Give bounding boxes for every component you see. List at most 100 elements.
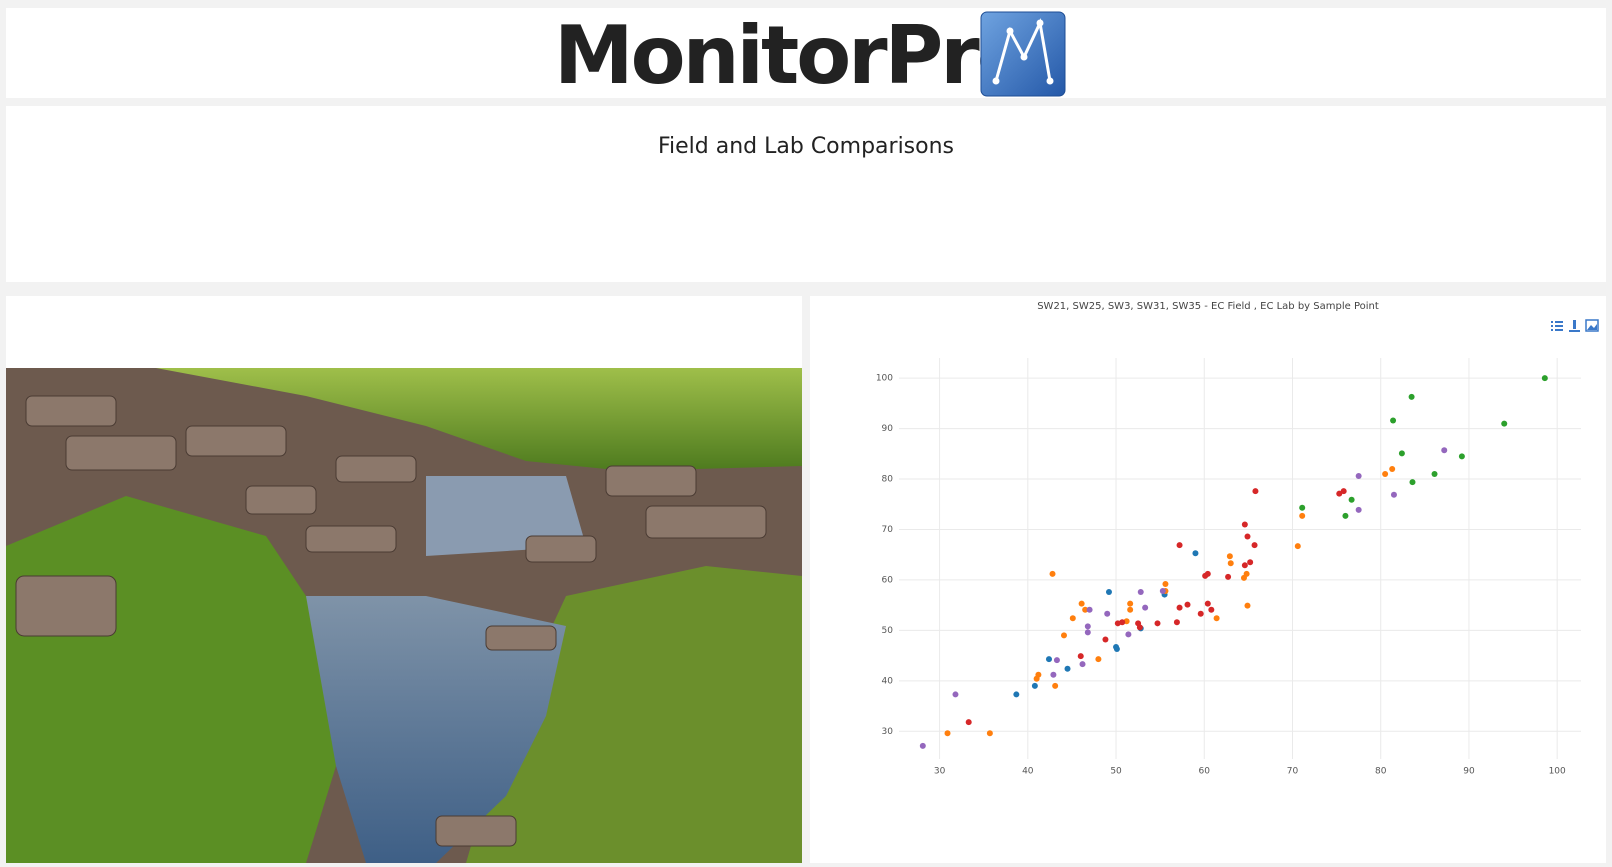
- point: [1031, 682, 1038, 689]
- point: [1389, 465, 1396, 472]
- point: [1398, 450, 1405, 457]
- point: [1225, 573, 1232, 580]
- point: [1227, 560, 1234, 567]
- point: [1340, 488, 1347, 495]
- point: [1241, 562, 1248, 569]
- point: [1408, 393, 1415, 400]
- point: [1045, 656, 1052, 663]
- point: [1060, 632, 1067, 639]
- point: [1069, 615, 1076, 622]
- export-button[interactable]: [1569, 320, 1580, 332]
- point: [1127, 606, 1134, 613]
- y-tick-label: 60: [882, 575, 894, 585]
- point: [1244, 533, 1251, 540]
- chart-panel: SW21, SW25, SW3, SW31, SW35 - EC Field ,…: [810, 296, 1606, 863]
- legend-toggle[interactable]: [1551, 321, 1563, 331]
- chart: SW21, SW25, SW3, SW31, SW35 - EC Field ,…: [876, 301, 1599, 777]
- point: [1084, 623, 1091, 630]
- point: [1226, 553, 1233, 560]
- point: [1192, 550, 1199, 557]
- point: [1184, 601, 1191, 608]
- point: [1355, 473, 1362, 480]
- point: [1348, 496, 1355, 503]
- x-tick-label: 30: [934, 767, 946, 777]
- point: [1078, 600, 1085, 607]
- point: [1213, 615, 1220, 622]
- point: [1501, 420, 1508, 427]
- point: [1173, 619, 1180, 626]
- point: [1252, 488, 1259, 495]
- x-tick-label: 50: [1110, 767, 1122, 777]
- point: [944, 730, 951, 737]
- point: [1197, 610, 1204, 617]
- point: [1033, 675, 1040, 682]
- point: [1409, 479, 1416, 486]
- point: [1251, 542, 1258, 549]
- x-tick-label: 90: [1463, 767, 1475, 777]
- point: [1299, 504, 1306, 511]
- point: [1382, 471, 1389, 478]
- logo-text: MonitorPro: [554, 9, 1032, 102]
- point: [1079, 661, 1086, 668]
- y-tick-label: 40: [882, 676, 894, 686]
- point: [1095, 656, 1102, 663]
- point: [1113, 644, 1120, 651]
- point: [1441, 447, 1448, 454]
- point: [1244, 602, 1251, 609]
- y-tick-label: 90: [882, 424, 894, 434]
- point: [965, 719, 972, 726]
- y-tick-label: 70: [882, 525, 894, 535]
- point: [1136, 624, 1143, 631]
- point: [1013, 691, 1020, 698]
- point: [1137, 589, 1144, 596]
- x-tick-label: 60: [1199, 767, 1211, 777]
- point: [1204, 600, 1211, 607]
- point: [1154, 620, 1161, 627]
- point: [1105, 589, 1112, 596]
- point: [952, 691, 959, 698]
- subtitle-panel: Field and Lab Comparisons: [6, 106, 1606, 282]
- point: [1202, 572, 1209, 579]
- page-title: Field and Lab Comparisons: [657, 134, 955, 159]
- point: [1084, 629, 1091, 636]
- logo-icon: [980, 11, 1066, 97]
- y-tick-label: 100: [876, 374, 893, 384]
- point: [1050, 671, 1057, 678]
- point: [1294, 543, 1301, 550]
- point: [1431, 471, 1438, 478]
- stream-photo: [6, 368, 802, 863]
- y-tick-label: 30: [882, 727, 894, 737]
- point: [1299, 512, 1306, 519]
- point: [1127, 600, 1134, 607]
- header: MonitorPro: [6, 8, 1606, 98]
- y-tick-label: 80: [882, 475, 894, 485]
- point: [1064, 665, 1071, 672]
- point: [1159, 588, 1166, 595]
- point: [1390, 491, 1397, 498]
- point: [1342, 512, 1349, 519]
- point: [1458, 453, 1465, 460]
- point: [986, 730, 993, 737]
- point: [1336, 490, 1343, 497]
- point: [1390, 417, 1397, 424]
- point: [1077, 653, 1084, 660]
- point: [1086, 606, 1093, 613]
- point: [1142, 604, 1149, 611]
- point: [1355, 506, 1362, 513]
- point: [1053, 657, 1060, 664]
- chart-toolbar[interactable]: [1551, 319, 1599, 332]
- point: [1104, 610, 1111, 617]
- x-tick-label: 40: [1022, 767, 1034, 777]
- image-button[interactable]: [1585, 319, 1599, 332]
- point: [1541, 375, 1548, 382]
- point: [1082, 606, 1089, 613]
- point: [1052, 682, 1059, 689]
- image-panel: [6, 296, 802, 863]
- point: [1247, 559, 1254, 566]
- point: [1208, 606, 1215, 613]
- point: [1241, 521, 1248, 528]
- x-tick-label: 80: [1375, 767, 1387, 777]
- x-tick-label: 100: [1549, 767, 1566, 777]
- point: [1102, 636, 1109, 643]
